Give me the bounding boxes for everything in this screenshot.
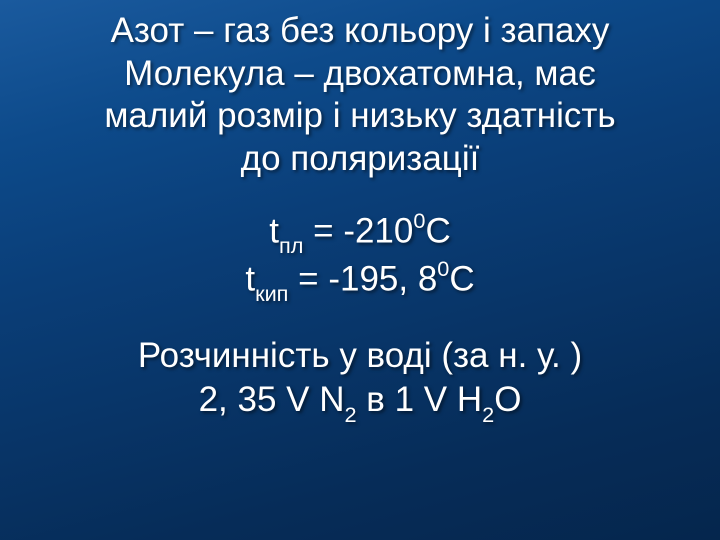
- title-line-2: Молекула – двохатомна, має: [18, 53, 702, 96]
- solubility-line-2: 2, 35 V N2 в 1 V H2O: [18, 378, 702, 425]
- subscript-2-h: 2: [482, 402, 494, 427]
- slide-title: Азот – газ без кольору і запаху Молекула…: [18, 10, 702, 181]
- equals: =: [288, 259, 328, 298]
- t-symbol: t: [245, 259, 255, 298]
- superscript-zero: 0: [437, 256, 449, 281]
- subscript-2-n: 2: [344, 402, 356, 427]
- temperatures-block: tпл = -2100С tкип = -195, 80С: [18, 209, 702, 305]
- equals: =: [303, 211, 343, 250]
- title-line-3: малий розмір і низьку здатність: [18, 95, 702, 138]
- melting-point-line: tпл = -2100С: [18, 209, 702, 257]
- subscript-kip: кип: [255, 281, 288, 306]
- celsius: С: [449, 259, 474, 298]
- celsius: С: [425, 211, 450, 250]
- title-line-1: Азот – газ без кольору і запаху: [18, 10, 702, 53]
- solubility-block: Розчинність у воді (за н. у. ) 2, 35 V N…: [18, 334, 702, 425]
- superscript-zero: 0: [413, 208, 425, 233]
- sol-part-c: O: [494, 380, 521, 419]
- melting-value: -210: [343, 211, 413, 250]
- subscript-pl: пл: [279, 233, 303, 258]
- boiling-value: -195, 8: [328, 259, 437, 298]
- boiling-point-line: tкип = -195, 80С: [18, 257, 702, 305]
- sol-part-a: 2, 35 V N: [199, 380, 345, 419]
- sol-part-b: в 1 V H: [357, 380, 483, 419]
- slide: Азот – газ без кольору і запаху Молекула…: [0, 0, 720, 540]
- title-line-4: до поляризації: [18, 138, 702, 181]
- t-symbol: t: [269, 211, 279, 250]
- solubility-line-1: Розчинність у воді (за н. у. ): [18, 334, 702, 378]
